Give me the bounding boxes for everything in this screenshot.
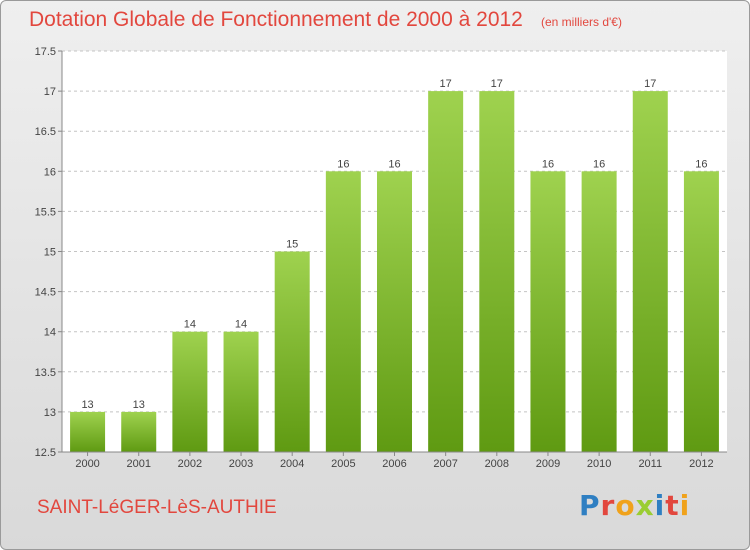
- value-label-2009: 16: [542, 158, 554, 170]
- value-label-2012: 16: [695, 158, 707, 170]
- logo-letter: o: [615, 489, 636, 522]
- x-tick-label-2002: 2002: [178, 458, 202, 470]
- y-tick-label: 14: [44, 327, 56, 339]
- chart-title: Dotation Globale de Fonctionnement de 20…: [29, 8, 523, 31]
- x-tick-label-2003: 2003: [229, 458, 253, 470]
- bar-2004: [274, 251, 310, 452]
- x-tick-label-2001: 2001: [126, 458, 150, 470]
- y-tick-label: 13: [44, 407, 56, 419]
- logo-letter: r: [600, 489, 616, 522]
- x-tick-label-2006: 2006: [382, 458, 406, 470]
- y-tick-label: 12.5: [35, 447, 56, 459]
- bars: 13 13 14 14 15 16 16 17 17 16 16 17 16: [70, 78, 719, 453]
- value-label-2007: 17: [440, 78, 452, 90]
- y-tick-label: 16: [44, 166, 56, 178]
- value-label-2010: 16: [593, 158, 605, 170]
- y-tick-label: 15.5: [35, 206, 56, 218]
- logo-letter: t: [665, 489, 680, 522]
- value-label-2011: 17: [644, 78, 656, 90]
- x-tick-label-2000: 2000: [75, 458, 99, 470]
- bar-2012: [683, 171, 719, 453]
- proxiti-logo: Proxiti: [579, 489, 690, 522]
- x-tick-label-2009: 2009: [536, 458, 560, 470]
- bar-2005: [325, 171, 361, 453]
- value-label-2006: 16: [388, 158, 400, 170]
- logo-letter: P: [579, 489, 601, 522]
- commune-name: SAINT-LéGER-LèS-AUTHIE: [37, 497, 277, 518]
- bar-2002: [172, 331, 208, 452]
- value-label-2004: 15: [286, 239, 298, 251]
- bar-2003: [223, 331, 259, 452]
- x-tick-label-2011: 2011: [638, 458, 662, 470]
- x-tick-label-2012: 2012: [689, 458, 713, 470]
- value-label-2002: 14: [184, 319, 196, 331]
- bar-2001: [121, 411, 157, 452]
- x-tick-label-2007: 2007: [433, 458, 457, 470]
- value-label-2003: 14: [235, 319, 247, 331]
- value-label-2005: 16: [337, 158, 349, 170]
- x-tick-label-2004: 2004: [280, 458, 304, 470]
- value-label-2001: 13: [133, 399, 145, 411]
- bar-2011: [632, 91, 668, 452]
- value-label-2008: 17: [491, 78, 503, 90]
- bar-2008: [479, 91, 515, 452]
- value-label-2000: 13: [81, 399, 93, 411]
- y-tick-label: 13.5: [35, 367, 56, 379]
- x-tick-label-2008: 2008: [485, 458, 509, 470]
- y-tick-labels: 12.5 13 13.5 14 14.5 15 15.5 16 16.5 17 17.5: [35, 46, 56, 459]
- logo-letter: i: [654, 489, 666, 522]
- bar-2007: [428, 91, 464, 452]
- x-tick-labels: 2000 2001 2002 2003 2004 2005 2006 2007 2008 2009…: [75, 452, 714, 470]
- y-tick-label: 15: [44, 247, 56, 259]
- bar-2009: [530, 171, 566, 453]
- x-tick-label-2010: 2010: [587, 458, 611, 470]
- logo-letter: i: [679, 489, 691, 522]
- bar-2006: [377, 171, 412, 453]
- bar-2000: [70, 411, 106, 452]
- chart-subtitle: (en milliers d'€): [541, 15, 622, 29]
- logo-letter: x: [635, 489, 655, 522]
- y-tick-label: 16.5: [35, 126, 56, 138]
- bar-2010: [581, 171, 617, 453]
- y-tick-label: 17: [44, 86, 56, 98]
- y-tick-label: 14.5: [35, 287, 56, 299]
- x-tick-label-2005: 2005: [331, 458, 355, 470]
- y-tick-label: 17.5: [35, 46, 56, 58]
